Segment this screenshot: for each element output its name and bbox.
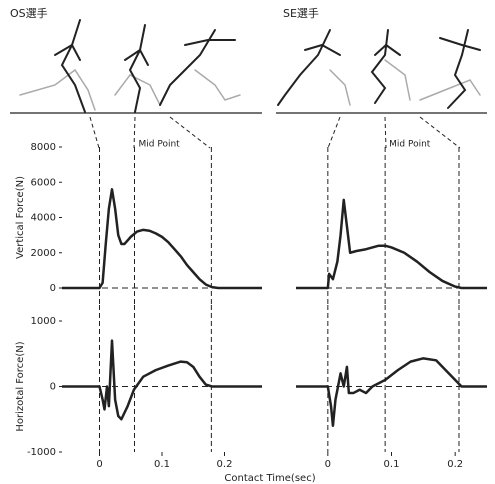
- y-tick-label: 1000: [31, 316, 56, 327]
- column-title: SE選手: [283, 6, 319, 20]
- y-tick-label: 2000: [31, 248, 56, 259]
- x-tick-label: 0: [325, 459, 331, 470]
- annotation: Mid Point: [139, 140, 181, 150]
- annotation: Mid Point: [389, 140, 431, 150]
- x-axis-label: Contact Time(sec): [224, 473, 315, 484]
- force-line: [62, 339, 262, 421]
- x-tick-label: 0.1: [384, 459, 400, 470]
- y-axis-label: Vertical Force(N): [15, 176, 26, 259]
- x-tick-label: 0.2: [447, 459, 463, 470]
- y-tick-label: 6000: [31, 177, 56, 188]
- column-title: OS選手: [10, 6, 48, 20]
- force-line: [62, 188, 262, 290]
- y-tick-label: 0: [50, 382, 56, 393]
- x-tick-label: 0.1: [154, 459, 170, 470]
- y-axis-label: Horizotal Force(N): [15, 341, 26, 431]
- y-tick-label: 8000: [31, 142, 56, 153]
- x-tick-label: 0.2: [217, 459, 233, 470]
- y-tick-label: 0: [50, 283, 56, 294]
- y-tick-label: 4000: [31, 213, 56, 224]
- stick-figures: [10, 19, 487, 149]
- x-tick-label: 0: [96, 459, 102, 470]
- y-tick-label: -1000: [27, 447, 56, 458]
- force-line: [296, 357, 487, 428]
- force-line: [296, 198, 487, 290]
